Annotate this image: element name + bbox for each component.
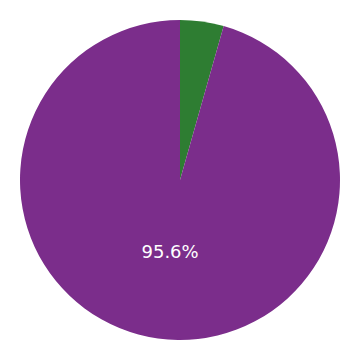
svg-text:95.6%: 95.6% [141,241,198,262]
